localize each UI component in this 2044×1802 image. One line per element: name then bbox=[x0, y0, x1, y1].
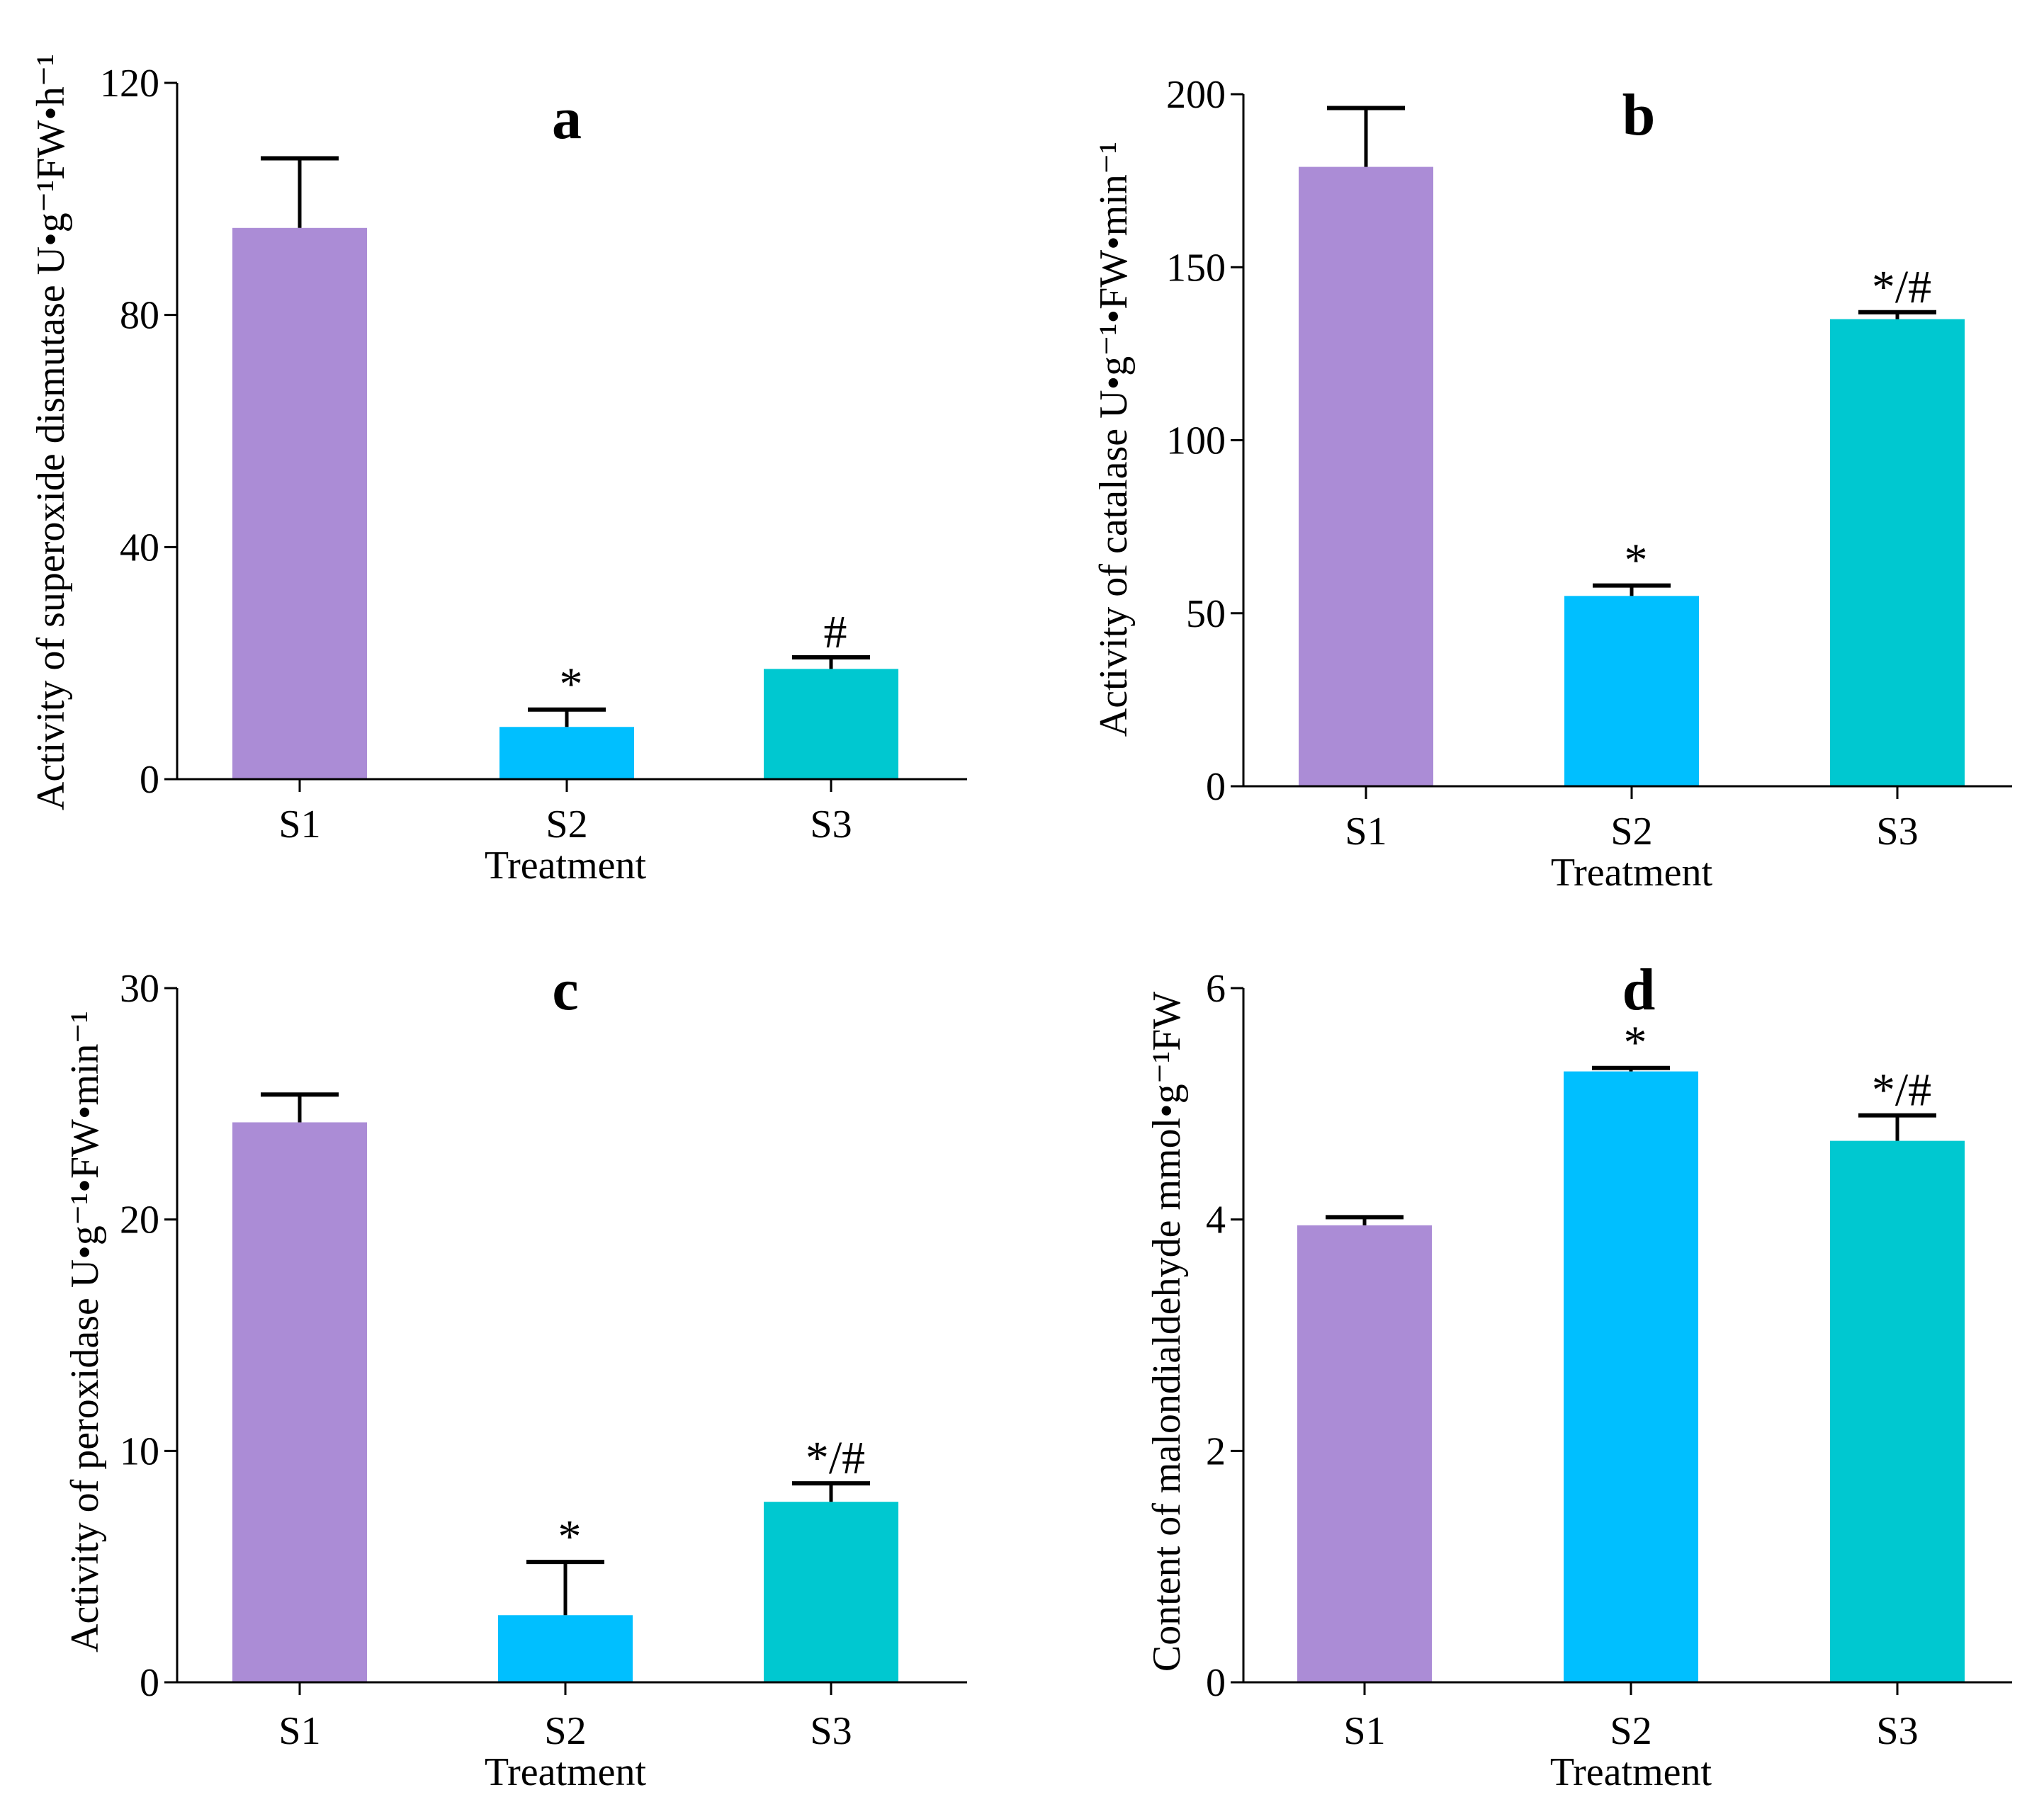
y-axis-title: Activity of peroxidase U•g⁻¹•FW•min⁻¹ bbox=[63, 1011, 107, 1653]
category-label-s3: S3 bbox=[1876, 810, 1918, 854]
significance-marker: * bbox=[1625, 535, 1648, 586]
panel-letter: d bbox=[1622, 957, 1656, 1023]
y-tick-label: 10 bbox=[120, 1429, 159, 1473]
y-axis-title: Activity of catalase U•g⁻¹•FW•min⁻¹ bbox=[1092, 142, 1136, 737]
panel-letter: c bbox=[552, 957, 578, 1023]
panel-d: * */# 0 2 4 6 S1 S2 S3 Treatment Content of malond… bbox=[1145, 957, 2012, 1794]
y-tick-label: 150 bbox=[1166, 246, 1226, 290]
category-label-s1: S1 bbox=[278, 1709, 320, 1753]
bar-s3 bbox=[1830, 319, 1965, 786]
bar-s2 bbox=[1564, 596, 1699, 786]
bar-s1 bbox=[232, 1122, 367, 1682]
category-label-s1: S1 bbox=[1345, 810, 1387, 854]
x-axis-title: Treatment bbox=[1550, 1750, 1712, 1794]
y-tick-label: 100 bbox=[1166, 419, 1226, 463]
significance-marker: * bbox=[1624, 1017, 1647, 1069]
panel-c: * */# 0 10 20 30 S1 S2 S3 Treatment Activity of pe… bbox=[63, 957, 967, 1794]
category-label-s1: S1 bbox=[278, 803, 320, 846]
significance-marker: * bbox=[558, 1511, 582, 1563]
category-label-s2: S2 bbox=[546, 803, 587, 846]
bar-s3 bbox=[764, 669, 898, 779]
x-axis-title: Treatment bbox=[485, 1750, 647, 1794]
bar-s3 bbox=[764, 1502, 898, 1682]
bar-s1 bbox=[232, 227, 367, 780]
category-label-s3: S3 bbox=[810, 1709, 852, 1753]
bar-s2 bbox=[499, 727, 634, 779]
significance-marker: */# bbox=[806, 1432, 865, 1484]
significance-marker: */# bbox=[1872, 261, 1931, 313]
y-tick-label: 40 bbox=[120, 526, 159, 570]
category-label-s3: S3 bbox=[1876, 1709, 1918, 1753]
y-axis-title: Content of malondialdehyde mmol•g⁻¹FW bbox=[1145, 992, 1189, 1672]
panel-b: * */# 0 50 100 150 200 S1 S2 S3 Treatment Activity … bbox=[1092, 73, 2012, 895]
bar-s2 bbox=[1564, 1071, 1698, 1682]
y-tick-label: 6 bbox=[1206, 967, 1226, 1011]
y-tick-label: 0 bbox=[140, 758, 159, 802]
category-label-s2: S2 bbox=[1610, 1709, 1651, 1753]
significance-marker: # bbox=[824, 606, 847, 658]
y-tick-label: 4 bbox=[1206, 1198, 1226, 1242]
bar-s1 bbox=[1297, 1225, 1432, 1682]
y-tick-label: 20 bbox=[120, 1198, 159, 1242]
y-axis-title: Activity of superoxide dismutase U•g⁻¹FW… bbox=[29, 54, 73, 810]
y-tick-label: 0 bbox=[1206, 1661, 1226, 1705]
panel-letter: a bbox=[552, 86, 582, 152]
y-tick-label: 50 bbox=[1186, 592, 1226, 636]
category-label-s1: S1 bbox=[1343, 1709, 1385, 1753]
y-tick-label: 200 bbox=[1166, 73, 1226, 117]
significance-marker: * bbox=[560, 659, 583, 710]
category-label-s3: S3 bbox=[810, 803, 852, 846]
category-label-s2: S2 bbox=[1610, 810, 1652, 854]
y-tick-label: 0 bbox=[140, 1661, 159, 1705]
y-tick-label: 0 bbox=[1206, 765, 1226, 809]
y-tick-label: 120 bbox=[100, 62, 159, 106]
y-tick-label: 30 bbox=[120, 967, 159, 1011]
bar-s3 bbox=[1830, 1140, 1965, 1682]
y-tick-label: 80 bbox=[120, 294, 159, 338]
panel-letter: b bbox=[1622, 82, 1656, 148]
panel-a: * #0 40 80 120 S1 S2 S3 Treatment Activity of sup… bbox=[29, 54, 967, 888]
bar-s2 bbox=[498, 1615, 633, 1682]
category-label-s2: S2 bbox=[544, 1709, 586, 1753]
significance-marker: */# bbox=[1872, 1065, 1931, 1116]
x-axis-title: Treatment bbox=[485, 844, 647, 888]
bar-s1 bbox=[1299, 166, 1433, 786]
y-tick-label: 2 bbox=[1206, 1429, 1226, 1473]
x-axis-title: Treatment bbox=[1551, 851, 1713, 895]
